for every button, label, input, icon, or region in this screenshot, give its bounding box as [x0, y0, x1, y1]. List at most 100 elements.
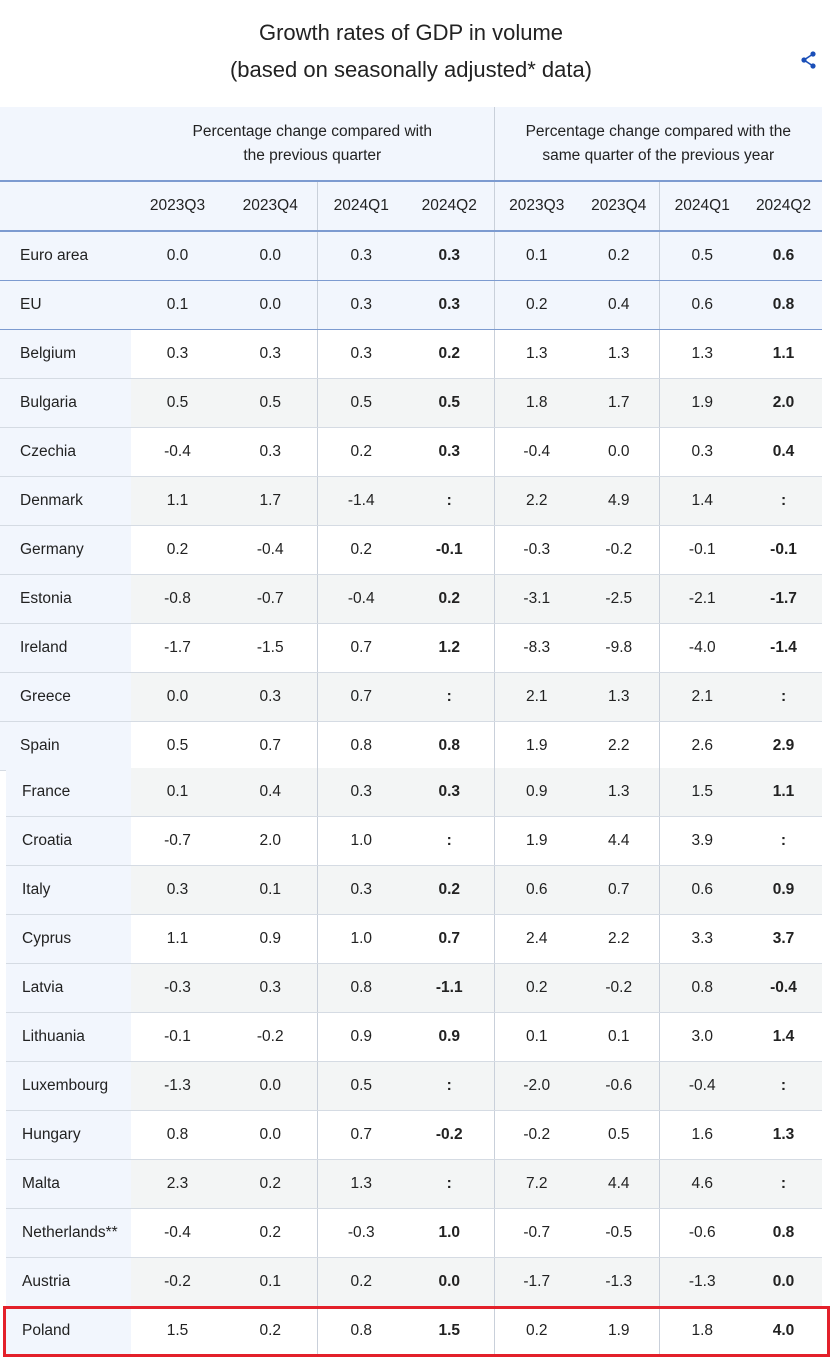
table-row: Italy 0.3 0.1 0.3 0.2 0.6 0.7 0.6 0.9	[6, 865, 822, 915]
value-cell: 1.0	[316, 914, 405, 964]
value-cell: 7.2	[493, 1159, 579, 1209]
value-cell: :	[745, 1061, 822, 1111]
value-cell: -9.8	[579, 623, 660, 673]
value-cell: 1.4	[745, 1012, 822, 1062]
value-cell: 0.7	[316, 623, 405, 673]
value-cell: :	[745, 1159, 822, 1209]
value-cell: 0.6	[658, 280, 746, 330]
value-cell: 2.2	[579, 914, 659, 964]
country-name: Spain	[0, 721, 131, 771]
table-row: Luxembourg -1.3 0.0 0.5: -2.0 -0.6 -0.4:	[6, 1061, 822, 1111]
value-cell: -2.5	[579, 574, 660, 624]
value-cell: 1.3	[658, 329, 746, 379]
column-header-2024q1: 2024Q1	[316, 181, 405, 232]
value-cell: 0.3	[131, 329, 224, 379]
value-cell: 3.0	[658, 1012, 745, 1062]
value-cell: -1.3	[131, 1061, 224, 1111]
value-cell: 1.3	[745, 1110, 822, 1160]
value-cell: 1.8	[493, 378, 580, 428]
value-cell: -0.7	[493, 1208, 579, 1258]
value-cell: 1.5	[658, 768, 745, 817]
value-cell: 2.3	[131, 1159, 224, 1209]
value-cell: -0.2	[131, 1257, 224, 1307]
value-cell: 0.3	[224, 963, 317, 1013]
value-cell: 1.9	[579, 1306, 659, 1356]
column-header-2023q3: 2023Q3	[493, 181, 580, 232]
value-cell: :	[405, 476, 495, 526]
corner-cell	[0, 181, 131, 232]
share-icon[interactable]	[800, 50, 818, 70]
value-cell: 2.0	[224, 816, 317, 866]
value-cell: 0.3	[658, 427, 746, 477]
value-cell: 0.1	[493, 231, 580, 281]
value-cell: 0.5	[405, 378, 495, 428]
value-cell: 0.3	[316, 280, 405, 330]
column-header-2024q2: 2024Q2	[405, 181, 495, 232]
value-cell: -4.0	[658, 623, 746, 673]
value-cell: -0.4	[316, 574, 405, 624]
value-cell: 1.8	[658, 1306, 745, 1356]
value-cell: 2.4	[493, 914, 579, 964]
value-cell: 0.8	[658, 963, 745, 1013]
value-cell: -0.4	[131, 1208, 224, 1258]
value-cell: 0.5	[316, 1061, 405, 1111]
value-cell: -0.6	[658, 1208, 745, 1258]
value-cell: 0.5	[131, 378, 224, 428]
country-name: Greece	[0, 672, 131, 722]
chart-title: Growth rates of GDP in volume (based on …	[0, 14, 822, 88]
value-cell: 0.3	[316, 865, 405, 915]
value-cell: -1.7	[493, 1257, 579, 1307]
value-cell: -0.3	[493, 525, 580, 575]
value-cell: 1.0	[316, 816, 405, 866]
value-cell: 0.3	[316, 768, 405, 817]
value-cell: 1.7	[579, 378, 660, 428]
value-cell: 0.3	[224, 427, 317, 477]
country-name: Belgium	[0, 329, 131, 379]
table-row: Netherlands** -0.4 0.2 -0.3 1.0 -0.7 -0.5 -0.6 0…	[6, 1208, 822, 1258]
value-cell: 1.5	[131, 1306, 224, 1356]
table-row: Bulgaria 0.5 0.5 0.5 0.5 1.8 1.7 1.9 2.0	[0, 378, 823, 428]
value-cell: 0.0	[224, 231, 317, 281]
country-name: EU	[0, 280, 131, 330]
value-cell: 0.0	[224, 1061, 317, 1111]
value-cell: 0.2	[224, 1159, 317, 1209]
value-cell: 0.2	[493, 963, 579, 1013]
gdp-table-top: Percentage change compared with the prev…	[0, 107, 823, 771]
table-row: Ireland -1.7 -1.5 0.7 1.2 -8.3 -9.8 -4.0 -1.4	[0, 623, 823, 673]
value-cell: 0.2	[131, 525, 224, 575]
value-cell: -0.8	[131, 574, 224, 624]
value-cell: 1.3	[316, 1159, 405, 1209]
value-cell: 0.5	[316, 378, 405, 428]
country-name: Austria	[6, 1257, 131, 1307]
value-cell: 0.2	[405, 865, 494, 915]
value-cell: 0.4	[745, 427, 823, 477]
value-cell: 0.9	[405, 1012, 494, 1062]
value-cell: 0.2	[224, 1306, 317, 1356]
value-cell: 0.8	[131, 1110, 224, 1160]
table-row: Latvia -0.3 0.3 0.8 -1.1 0.2 -0.2 0.8 -0.4	[6, 963, 822, 1013]
value-cell: -0.2	[405, 1110, 494, 1160]
value-cell: 0.0	[745, 1257, 822, 1307]
table-row: Spain 0.5 0.7 0.8 0.8 1.9 2.2 2.6 2.9	[0, 721, 823, 771]
value-cell: 1.9	[493, 816, 579, 866]
value-cell: 0.0	[224, 1110, 317, 1160]
value-cell: 0.2	[316, 427, 405, 477]
value-cell: -8.3	[493, 623, 580, 673]
value-cell: -2.1	[658, 574, 746, 624]
country-name: Czechia	[0, 427, 131, 477]
value-cell: -0.1	[405, 525, 495, 575]
value-cell: 0.0	[405, 1257, 494, 1307]
country-name: Germany	[0, 525, 131, 575]
table-row: Euro area 0.0 0.0 0.3 0.3 0.1 0.2 0.5 0.6	[0, 231, 823, 281]
value-cell: 2.2	[579, 721, 660, 771]
value-cell: 0.5	[224, 378, 317, 428]
country-name: Croatia	[6, 816, 131, 866]
value-cell: 0.2	[405, 574, 495, 624]
value-cell: 1.1	[131, 914, 224, 964]
value-cell: -2.0	[493, 1061, 579, 1111]
value-cell: 1.3	[493, 329, 580, 379]
value-cell: 0.1	[579, 1012, 659, 1062]
value-cell: 0.2	[224, 1208, 317, 1258]
value-cell: 0.3	[405, 280, 495, 330]
value-cell: -1.3	[658, 1257, 745, 1307]
